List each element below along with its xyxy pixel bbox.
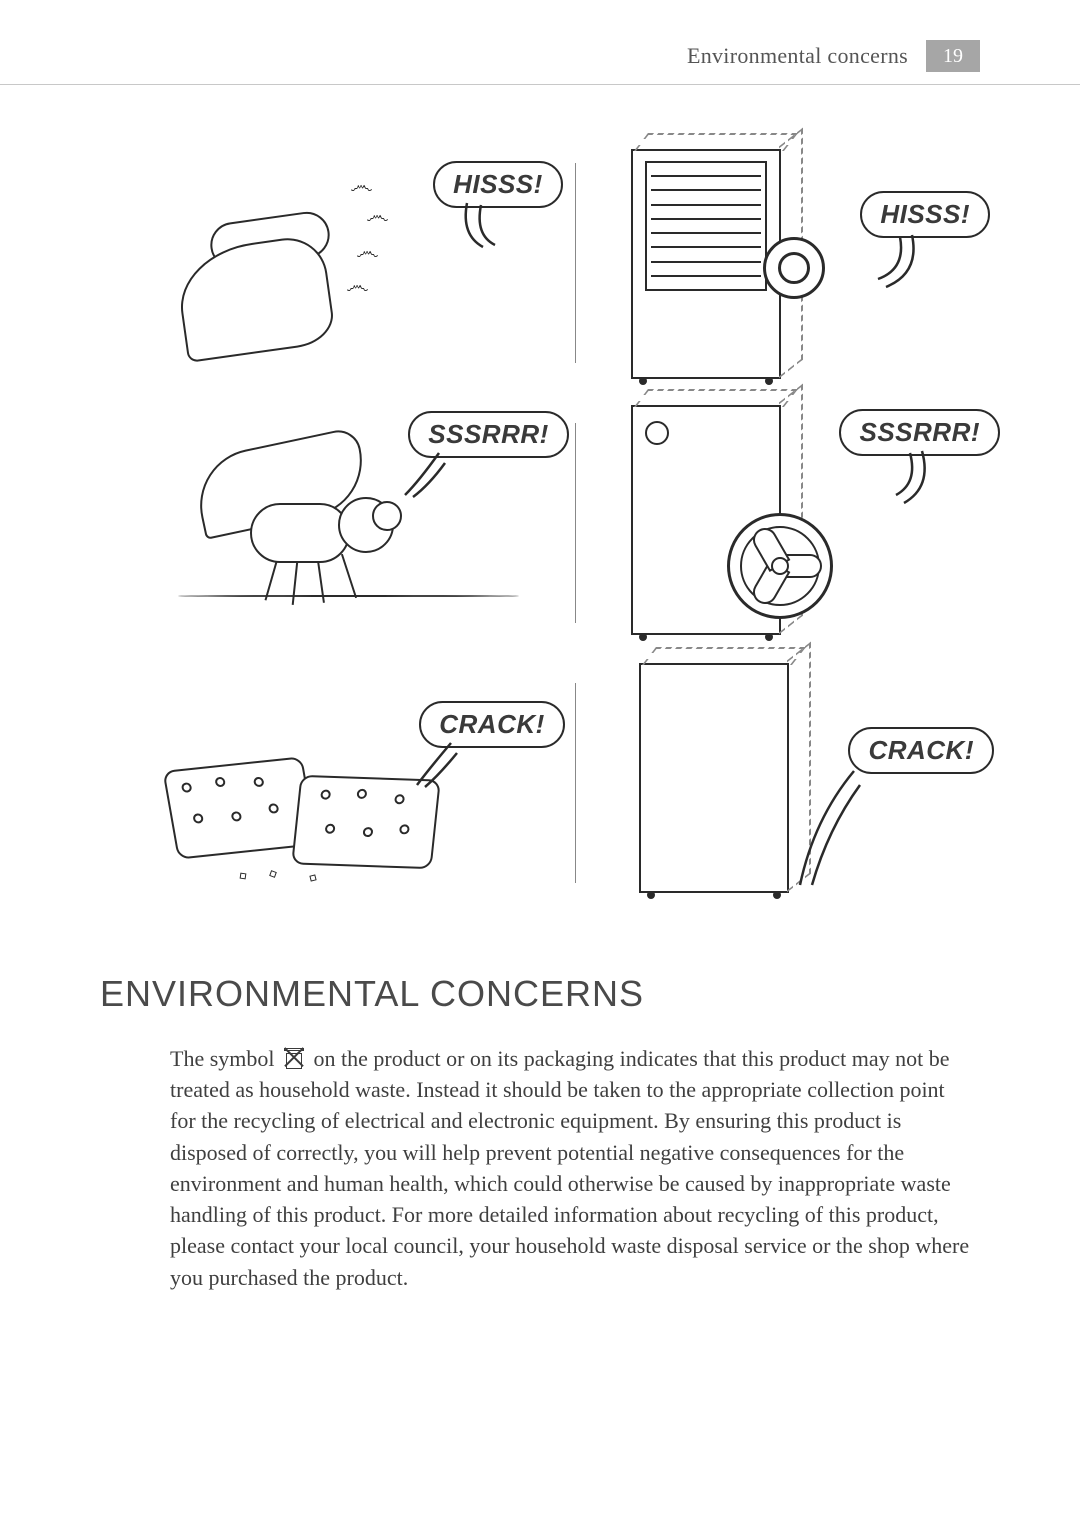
steam-icon: ෴ xyxy=(356,239,379,266)
fly-eye-icon xyxy=(372,501,402,531)
fly-leg-icon xyxy=(292,561,299,605)
steam-icon: ෴ xyxy=(366,203,389,230)
diagram-row-sssrrr: SSSRRR! SSSRRR! xyxy=(170,413,980,633)
diagram-row-crack: CRACK! CRACK! xyxy=(170,673,980,893)
fridge-icon xyxy=(639,663,789,893)
column-divider xyxy=(575,423,576,623)
bubble-text: HISSS! xyxy=(453,169,543,199)
diagram-row-hisss: ෴ ෴ ෴ ෴ HISSS! HISS xyxy=(170,153,980,373)
page-number-box: 19 xyxy=(926,40,980,72)
para-text-after: on the product or on its packaging indic… xyxy=(170,1046,969,1290)
bubble-text: HISSS! xyxy=(880,199,970,229)
bubble-text: SSSRRR! xyxy=(859,417,980,447)
diagram-fridge-coil: HISSS! xyxy=(591,153,980,373)
page-number: 19 xyxy=(943,45,963,68)
bubble-text: SSSRRR! xyxy=(428,419,549,449)
speech-bubble-crack: CRACK! xyxy=(848,727,994,774)
bubble-tail-icon xyxy=(411,741,461,791)
diagram-iron: ෴ ෴ ෴ ෴ HISSS! xyxy=(170,153,559,373)
dial-icon xyxy=(645,421,669,445)
column-divider xyxy=(575,683,576,883)
fly-leg-icon xyxy=(341,554,357,598)
iron-body-icon xyxy=(173,233,337,363)
steam-icon: ෴ xyxy=(350,173,373,200)
fridge-icon xyxy=(631,405,781,635)
speech-bubble-hisss: HISSS! xyxy=(860,191,990,238)
para-text-before: The symbol xyxy=(170,1046,280,1071)
diagram-cracker: CRACK! xyxy=(170,673,559,893)
bubble-tail-icon xyxy=(876,233,926,293)
bubble-text: CRACK! xyxy=(868,735,974,765)
body-paragraph: The symbol on the product or on its pack… xyxy=(0,1043,1080,1293)
crumb-icon xyxy=(240,873,247,880)
weee-bin-icon xyxy=(284,1045,304,1069)
page-header: Environmental concerns 19 xyxy=(0,0,1080,85)
bubble-tail-icon xyxy=(461,201,511,251)
diagram-fridge-fan: SSSRRR! xyxy=(591,413,980,633)
coil-spiral-icon xyxy=(763,237,825,299)
diagram-fridge-crack: CRACK! xyxy=(591,673,980,893)
fan-icon xyxy=(727,513,833,619)
sound-diagrams: ෴ ෴ ෴ ෴ HISSS! HISS xyxy=(0,93,1080,943)
fridge-icon xyxy=(631,149,781,379)
crumb-icon xyxy=(269,870,277,878)
ground-line-icon xyxy=(178,595,519,597)
section-heading: ENVIRONMENTAL CONCERNS xyxy=(0,943,1080,1043)
column-divider xyxy=(575,163,576,363)
condenser-grid-icon xyxy=(645,161,767,291)
crumb-icon xyxy=(309,874,316,881)
diagram-fly: SSSRRR! xyxy=(170,413,559,633)
bubble-tail-icon xyxy=(399,451,449,501)
bubble-text: CRACK! xyxy=(439,709,545,739)
bubble-tail-icon xyxy=(890,449,940,509)
bubble-tail-icon xyxy=(794,769,864,889)
steam-icon: ෴ xyxy=(346,273,369,300)
fly-body-icon xyxy=(250,503,350,563)
header-title: Environmental concerns xyxy=(687,43,908,69)
